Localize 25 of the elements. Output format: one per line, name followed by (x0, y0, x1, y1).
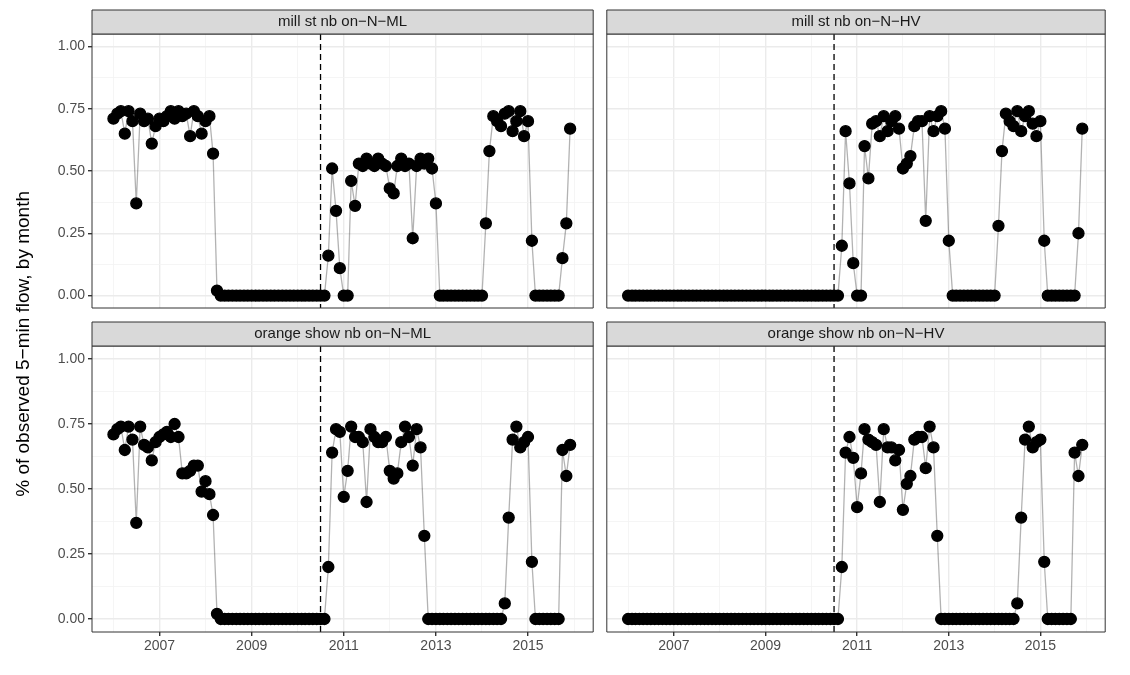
x-tick-label: 2009 (236, 637, 268, 654)
y-tick-label: 0.75 (57, 414, 86, 431)
y-tick-label: 0.50 (57, 479, 86, 496)
x-tick-label: 2007 (143, 637, 176, 654)
y-tick-label: 0.25 (57, 544, 86, 561)
y-tick-label: 1.00 (57, 349, 86, 366)
x-tick-label: 2015 (512, 637, 544, 654)
x-tick-label: 2013 (420, 637, 452, 654)
chart-title: orange show nb on−N−ML (254, 324, 431, 342)
y-tick-label: 0.00 (57, 609, 86, 626)
x-tick-label: 2013 (933, 637, 965, 654)
x-tick-label: 2007 (658, 637, 690, 654)
x-tick-label: 2011 (842, 637, 873, 654)
chart-title: mill st nb on−N−ML (277, 12, 408, 30)
x-tick-label: 2011 (328, 637, 359, 654)
y-axis-title: % of observed 5−min flow, by month (12, 190, 34, 497)
y-tick-label: 0.50 (57, 161, 86, 178)
x-tick-label: 2009 (750, 637, 782, 654)
x-tick-label: 2015 (1024, 637, 1057, 654)
y-tick-label: 0.75 (57, 99, 86, 116)
y-tick-label: 0.25 (57, 224, 86, 241)
chart-title: mill st nb on−N−HV (791, 12, 921, 30)
y-tick-label: 0.00 (57, 286, 86, 303)
y-tick-label: 1.00 (57, 37, 86, 54)
chart-title: orange show nb on−N−HV (767, 324, 945, 342)
